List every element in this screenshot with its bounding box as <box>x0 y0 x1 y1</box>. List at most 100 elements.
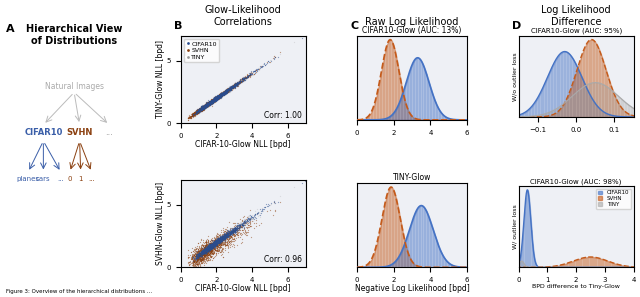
Point <box>187 254 197 259</box>
Point <box>193 261 203 266</box>
Point <box>202 244 212 249</box>
Point <box>209 98 219 103</box>
Point <box>211 97 221 102</box>
Point <box>192 257 202 261</box>
Point <box>210 98 220 102</box>
Point <box>216 237 226 241</box>
Point <box>200 251 210 255</box>
Point <box>201 102 211 107</box>
Point <box>220 231 230 236</box>
Point <box>211 94 221 99</box>
Point <box>219 91 229 95</box>
Point <box>208 99 218 104</box>
Point <box>215 93 225 98</box>
Point <box>229 243 239 247</box>
Point <box>204 248 214 253</box>
Point <box>216 248 226 253</box>
Point <box>202 102 212 107</box>
Point <box>207 238 218 243</box>
Point <box>218 225 228 230</box>
Point <box>207 99 217 104</box>
Point <box>214 94 225 98</box>
Point <box>200 104 210 109</box>
Point <box>218 233 228 238</box>
Point <box>220 236 230 241</box>
Point <box>225 226 235 231</box>
Point <box>214 238 225 242</box>
Point <box>227 86 237 90</box>
Point <box>218 235 228 240</box>
Point <box>219 89 229 94</box>
Point <box>193 108 204 113</box>
Point <box>230 84 240 89</box>
Point <box>200 251 210 255</box>
Point <box>207 243 217 248</box>
Point <box>226 86 236 90</box>
Point <box>200 247 211 252</box>
Point <box>204 245 214 250</box>
Point <box>218 92 228 97</box>
Point <box>199 251 209 256</box>
Point <box>253 213 264 218</box>
Point <box>211 238 221 243</box>
Point <box>212 240 223 245</box>
Point <box>219 92 229 97</box>
Point <box>237 79 247 83</box>
Point <box>214 236 224 241</box>
Point <box>212 240 222 245</box>
Point <box>193 252 204 257</box>
Point <box>205 244 215 249</box>
Point <box>226 230 236 235</box>
Point <box>206 243 216 248</box>
Point <box>194 106 204 111</box>
Point <box>189 110 199 114</box>
Point <box>210 96 220 100</box>
Point <box>197 108 207 113</box>
Point <box>208 243 218 248</box>
Point <box>206 99 216 104</box>
Point <box>219 91 229 96</box>
Point <box>198 103 209 108</box>
Point <box>220 88 230 93</box>
Point <box>218 237 228 241</box>
Point <box>205 101 215 105</box>
Point <box>205 99 216 104</box>
Point <box>221 232 231 237</box>
Point <box>213 238 223 243</box>
Point <box>227 231 237 236</box>
Point <box>240 221 250 225</box>
Point <box>213 239 223 244</box>
Point <box>210 96 220 101</box>
Point <box>188 258 198 263</box>
Point <box>218 91 228 95</box>
Point <box>237 221 247 226</box>
Point <box>215 94 225 99</box>
Point <box>221 91 231 96</box>
Point <box>209 96 220 101</box>
Point <box>209 243 220 248</box>
Point <box>218 238 228 243</box>
Point <box>207 98 217 103</box>
Point <box>197 251 207 256</box>
Point <box>196 108 206 113</box>
Point <box>225 228 236 233</box>
Point <box>211 244 221 249</box>
Point <box>216 94 227 99</box>
Point <box>200 105 211 109</box>
Point <box>204 244 214 249</box>
Point <box>199 105 209 109</box>
Point <box>212 234 222 239</box>
Point <box>196 107 206 111</box>
Point <box>196 254 207 259</box>
Point <box>185 269 195 274</box>
Point <box>217 233 227 238</box>
Point <box>198 252 208 257</box>
Point <box>204 247 214 251</box>
Point <box>196 251 206 255</box>
Point <box>206 247 216 252</box>
Point <box>239 219 249 224</box>
Point <box>186 113 196 118</box>
Point <box>226 88 236 93</box>
Point <box>222 87 232 91</box>
Point <box>198 106 208 111</box>
